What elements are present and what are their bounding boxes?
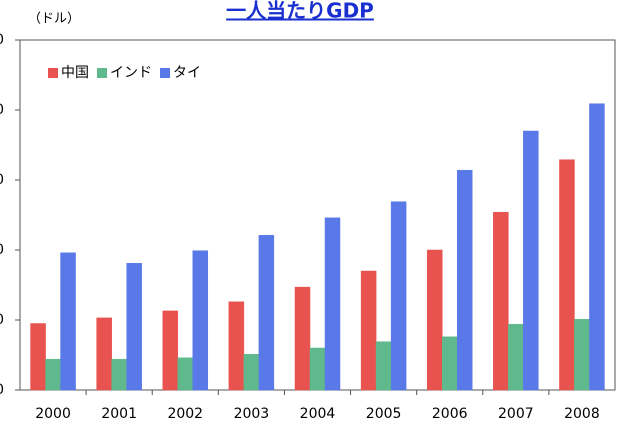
x-tick-label: 2004 — [300, 406, 336, 421]
x-tick-label: 2008 — [564, 406, 600, 421]
y-axis-label: （ドル） — [28, 12, 80, 27]
bar — [243, 354, 260, 391]
y-tick-label: 4000 — [0, 102, 4, 118]
bar — [111, 358, 127, 391]
bar — [258, 235, 275, 391]
bar — [493, 211, 509, 391]
bar — [96, 317, 112, 391]
y-tick-label: 1000 — [0, 312, 4, 328]
bar — [426, 249, 443, 391]
bar — [441, 336, 458, 391]
x-tick-label: 2006 — [432, 406, 468, 421]
bar — [294, 286, 311, 391]
x-tick-label: 2007 — [498, 406, 534, 421]
bar — [360, 270, 377, 391]
bar — [508, 323, 524, 391]
x-tick-label: 2002 — [167, 406, 203, 421]
y-tick-label: 5000 — [0, 32, 4, 48]
legend-label: インド — [110, 65, 152, 81]
y-tick-label: 0 — [0, 382, 4, 398]
bar — [456, 169, 473, 391]
x-tick-label: 2001 — [101, 406, 137, 421]
bar — [390, 201, 407, 391]
x-tick-label: 2003 — [234, 406, 270, 421]
y-tick-label: 2000 — [0, 242, 4, 258]
chart-title: 一人当たりGDP — [226, 0, 374, 23]
bar — [162, 310, 179, 391]
bar — [589, 103, 605, 391]
bar — [559, 159, 575, 391]
bar — [60, 252, 76, 391]
bar — [309, 347, 326, 391]
legend-swatch — [160, 68, 170, 78]
x-tick-label: 2000 — [35, 406, 71, 421]
legend-label: 中国 — [61, 65, 89, 81]
legend-swatch — [97, 68, 107, 78]
bar — [45, 358, 61, 391]
bar — [192, 250, 209, 391]
bar — [30, 323, 46, 391]
bar — [228, 301, 245, 391]
y-tick-label: 3000 — [0, 172, 4, 188]
x-tick-label: 2005 — [366, 406, 402, 421]
bar — [324, 217, 341, 391]
bar — [574, 319, 590, 391]
bar — [177, 357, 194, 391]
bar — [126, 263, 142, 391]
bar — [523, 130, 539, 391]
legend-swatch — [48, 68, 58, 78]
bar — [375, 341, 392, 391]
legend-label: タイ — [173, 65, 201, 81]
